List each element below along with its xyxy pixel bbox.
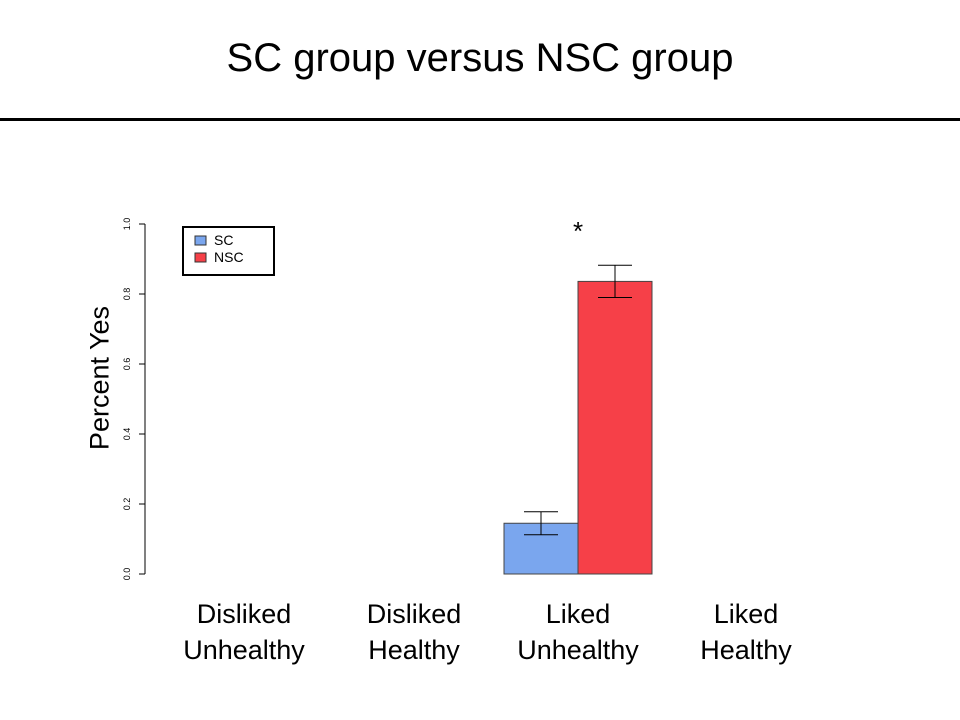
legend-label-nsc: NSC <box>214 249 244 265</box>
y-axis-label: Percent Yes <box>84 305 115 451</box>
annotations: * <box>573 216 583 246</box>
category-label-line: Unhealthy <box>517 635 639 665</box>
slide-title: SC group versus NSC group <box>226 36 734 80</box>
category-label-line: Liked <box>545 599 611 629</box>
category-label-line: Disliked <box>196 599 292 629</box>
y-tick-label: 1.0 <box>122 218 132 231</box>
y-tick-label: 0.6 <box>122 358 132 371</box>
legend-box <box>182 226 275 276</box>
y-tick-label: 0.2 <box>122 498 132 511</box>
category-label-line: Unhealthy <box>183 635 305 665</box>
category-label-line: Liked <box>713 599 779 629</box>
category-label-liked-unhealthy: Liked Unhealthy <box>503 596 653 668</box>
y-tick-label: 0.4 <box>122 428 132 441</box>
category-label-line: Healthy <box>700 635 792 665</box>
legend-swatch-nsc <box>194 252 207 263</box>
bars <box>503 264 653 575</box>
bar-nsc <box>577 280 653 575</box>
legend-label-sc: SC <box>214 232 233 248</box>
significance-marker: * <box>573 216 583 246</box>
y-axis: 0.0 0.2 0.4 0.6 0.8 1.0 <box>122 218 146 581</box>
y-tick-label: 0.0 <box>122 568 132 581</box>
title-divider <box>0 118 960 121</box>
legend-swatch-sc <box>194 235 207 246</box>
category-label-disliked-healthy: Disliked Healthy <box>339 596 489 668</box>
category-label-line: Healthy <box>368 635 460 665</box>
y-tick-label: 0.8 <box>122 288 132 301</box>
category-label-disliked-unhealthy: Disliked Unhealthy <box>169 596 319 668</box>
category-label-line: Disliked <box>366 599 462 629</box>
category-label-liked-healthy: Liked Healthy <box>671 596 821 668</box>
